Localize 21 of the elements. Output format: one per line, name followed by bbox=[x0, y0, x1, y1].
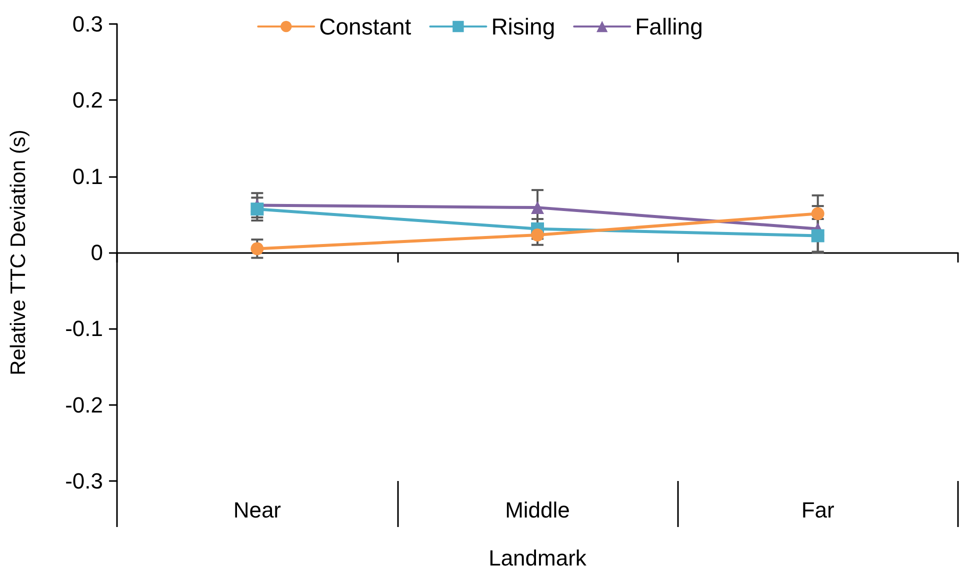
x-axis-title: Landmark bbox=[488, 546, 588, 570]
y-tick-label: 0 bbox=[90, 240, 103, 265]
y-tick-label: -0.1 bbox=[65, 316, 103, 342]
point bbox=[531, 228, 544, 242]
y-tick-label: -0.2 bbox=[65, 392, 103, 418]
point bbox=[250, 242, 264, 256]
x-tick-label: Near bbox=[233, 498, 282, 522]
point bbox=[811, 229, 824, 242]
x-tick-label: Middle bbox=[505, 498, 570, 522]
y-tick-label: 0.1 bbox=[72, 164, 103, 189]
legend-label: Constant bbox=[319, 14, 412, 40]
legend-label: Rising bbox=[491, 14, 556, 40]
point bbox=[531, 201, 544, 214]
y-tick-label: -0.3 bbox=[65, 468, 103, 494]
y-axis-title: Relative TTC Deviation (s) bbox=[7, 130, 30, 376]
point bbox=[250, 202, 264, 216]
legend-label: Falling bbox=[635, 14, 703, 40]
x-tick-label: Far bbox=[801, 498, 834, 522]
y-tick-label: 0.2 bbox=[72, 88, 103, 113]
y-tick-label: 0.3 bbox=[72, 12, 103, 36]
point bbox=[811, 207, 824, 220]
